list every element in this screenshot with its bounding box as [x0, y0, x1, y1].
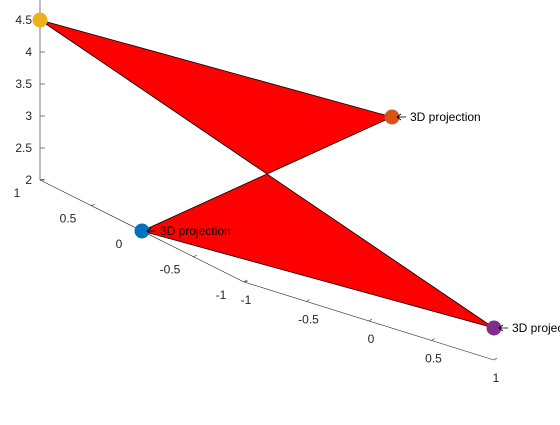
annotation-label: 3D projection — [160, 224, 231, 238]
x-tick-label: -1 — [241, 293, 252, 307]
y-tick-mark — [90, 204, 96, 206]
z-tick-label: 4 — [25, 45, 32, 59]
y-tick-label: 1 — [14, 186, 21, 200]
z-tick-label: 2.5 — [15, 141, 32, 155]
x-tick-mark — [368, 318, 373, 322]
red-surface — [39, 19, 495, 329]
y-tick-label: -1 — [216, 288, 227, 302]
data-point — [384, 109, 400, 125]
y-tick-mark — [192, 255, 198, 257]
z-tick-label: 3 — [25, 109, 32, 123]
x-tick-label: 0 — [368, 332, 375, 346]
annotation-label: 3D projection — [410, 110, 481, 124]
data-point — [134, 223, 150, 239]
annotation-label: 3D projection — [512, 321, 560, 335]
arrow-head — [146, 227, 152, 235]
x-tick-label: 0.5 — [425, 352, 442, 366]
axes-box — [39, 0, 498, 361]
y-tick-label: 0 — [116, 237, 123, 251]
z-tick-label: 4.5 — [15, 13, 32, 27]
y-tick-label: -0.5 — [160, 263, 181, 277]
y-tick-mark — [243, 280, 249, 283]
z-tick-label: 3.5 — [15, 77, 32, 91]
annotations-layer: 3D projection 3D projection 3D projection — [146, 110, 560, 335]
x-tick-mark — [493, 357, 498, 361]
points-layer — [32, 12, 502, 336]
data-point — [486, 320, 502, 336]
x-tick-label: -0.5 — [298, 313, 319, 327]
x-tick-label: 1 — [493, 371, 500, 385]
y-tick-label: 0.5 — [60, 212, 77, 226]
data-point — [32, 12, 48, 28]
z-tick-label: 2 — [25, 173, 32, 187]
x-tick-mark — [306, 299, 310, 302]
x-tick-mark — [431, 338, 435, 341]
arrow-head — [396, 113, 402, 121]
surface-layer — [39, 19, 495, 329]
arrow-head — [498, 324, 504, 332]
